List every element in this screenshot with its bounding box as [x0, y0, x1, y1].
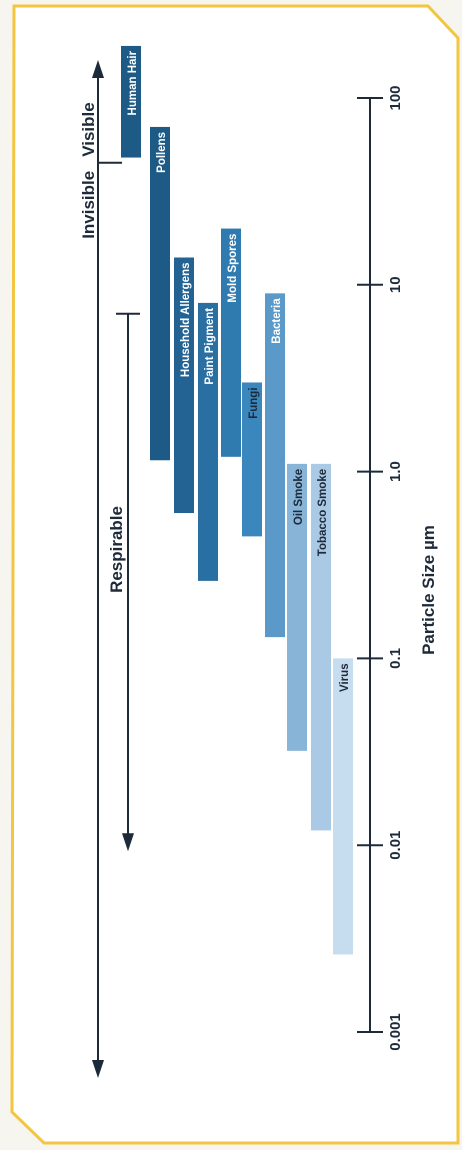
visible-label: Visible — [79, 102, 98, 157]
tick-label-1-0: 1.0 — [387, 461, 404, 482]
bar-label-household-allergens: Household Allergens — [180, 263, 192, 378]
bar-fungi — [242, 382, 262, 537]
bar-label-oil-smoke: Oil Smoke — [293, 469, 305, 525]
bar-label-mold-spores: Mold Spores — [227, 234, 239, 303]
tick-label-0-1: 0.1 — [387, 648, 404, 669]
bar-human-hair — [121, 45, 141, 158]
bar-label-pollens: Pollens — [156, 132, 168, 173]
bar-bacteria — [265, 293, 285, 638]
invisible-label: Invisible — [79, 171, 98, 239]
bar-tobacco-smoke — [311, 463, 331, 831]
bar-virus — [333, 658, 353, 955]
tick-label-10: 10 — [387, 276, 404, 293]
bar-label-bacteria: Bacteria — [271, 298, 283, 344]
bar-paint-pigment — [198, 302, 218, 581]
bar-label-human-hair: Human Hair — [127, 50, 139, 115]
axis-layer: 0.001 0.01 0.1 1.0 10 100 — [357, 85, 404, 1051]
bar-label-fungi: Fungi — [248, 387, 260, 418]
bar-label-paint-pigment: Paint Pigment — [204, 308, 216, 385]
respirable-arrowhead-icon — [122, 833, 134, 852]
arrowhead-down-icon — [92, 1060, 104, 1078]
arrowhead-up-icon — [92, 60, 104, 78]
respirable-label: Respirable — [107, 506, 126, 593]
bar-label-virus: Virus — [339, 663, 351, 692]
tick-label-100: 100 — [387, 85, 404, 110]
bar-label-tobacco-smoke: Tobacco Smoke — [317, 469, 329, 556]
tick-label-0-01: 0.01 — [387, 831, 404, 860]
tick-label-0-001: 0.001 — [387, 1013, 404, 1051]
bar-pollens — [150, 126, 170, 461]
axis-title: Particle Size µm — [419, 525, 438, 655]
bar-household-allergens — [174, 257, 194, 514]
bar-mold-spores — [221, 228, 241, 457]
bars-layer: Human Hair Pollens Household Allergens Pain… — [121, 45, 353, 955]
bar-oil-smoke — [287, 463, 307, 751]
annotation-layer: Visible Invisible Respirable — [79, 60, 140, 1078]
